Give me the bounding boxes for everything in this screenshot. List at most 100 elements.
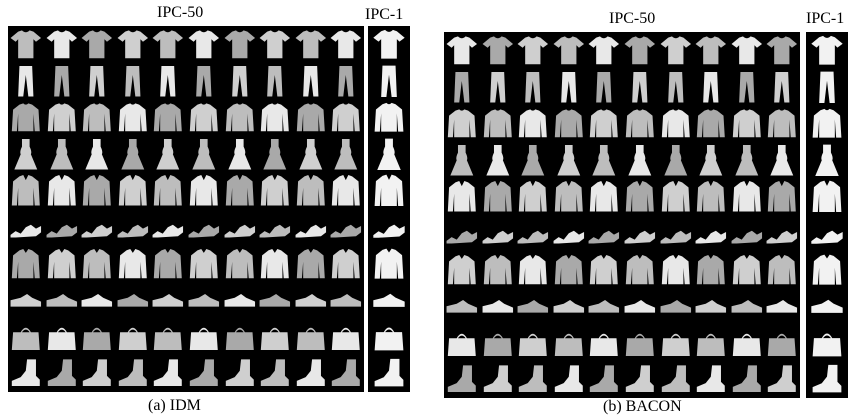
sandal-sample [806, 215, 848, 252]
trouser-sample [257, 63, 293, 100]
shirt-icon [189, 248, 218, 278]
pullover-icon [812, 109, 842, 138]
sandal-icon [188, 224, 220, 238]
pullover-icon [83, 103, 111, 132]
dress-icon [699, 144, 723, 176]
shirt-icon [296, 248, 325, 278]
pullover-icon [483, 109, 512, 138]
bag-icon [83, 327, 111, 350]
pullover-sample [515, 105, 551, 142]
bacon-column-title: IPC-1 [806, 10, 845, 27]
coat-icon [732, 181, 761, 212]
shirt-sample [368, 246, 410, 283]
shirt-icon [118, 248, 147, 278]
coat-sample [693, 178, 729, 215]
ankle-boot-sample [293, 355, 329, 392]
shirt-sample [693, 252, 729, 289]
shirt-sample [79, 246, 115, 283]
sneaker-sample [480, 288, 516, 325]
shirt-icon [554, 254, 583, 284]
trouser-sample [44, 63, 80, 100]
tshirt-icon [224, 30, 255, 59]
coat-icon [554, 181, 583, 212]
tshirt-icon [766, 36, 798, 65]
sandal-sample [622, 215, 658, 252]
coat-sample [658, 178, 694, 215]
bag-sample [693, 325, 729, 362]
dress-sample [115, 136, 151, 173]
tshirt-sample [150, 26, 186, 63]
tshirt-icon [517, 36, 549, 65]
pullover-sample [729, 105, 765, 142]
bag-sample [257, 319, 293, 356]
tshirt-sample [257, 26, 293, 63]
shirt-sample [515, 252, 551, 289]
trouser-icon [819, 71, 835, 103]
ankle-boot-sample [693, 361, 729, 398]
ankle-boot-icon [519, 365, 547, 393]
sandal-sample [586, 215, 622, 252]
tshirt-sample [293, 26, 329, 63]
dress-sample [806, 142, 848, 179]
tshirt-icon [553, 36, 584, 65]
ankle-boot-icon [374, 359, 404, 387]
trouser-sample [622, 69, 658, 106]
coat-icon [697, 181, 725, 212]
dress-sample [44, 136, 80, 173]
tshirt-icon [446, 36, 478, 65]
shirt-sample [293, 246, 329, 283]
shirt-icon [83, 248, 111, 278]
shirt-icon [11, 248, 40, 278]
bag-icon [768, 333, 797, 356]
ankle-boot-icon [483, 365, 512, 393]
tshirt-sample [658, 32, 694, 69]
tshirt-sample [764, 32, 800, 69]
sandal-icon [117, 224, 148, 238]
bag-icon [11, 327, 40, 350]
coat-icon [83, 175, 111, 206]
sneaker-icon [446, 300, 478, 313]
trouser-icon [231, 65, 248, 97]
trouser-sample [658, 69, 694, 106]
sneaker-icon [188, 294, 220, 307]
sandal-icon [695, 230, 727, 244]
pullover-icon [768, 109, 797, 138]
sandal-sample [186, 209, 222, 246]
pullover-sample [222, 99, 258, 136]
trouser-icon [738, 71, 755, 103]
sneaker-icon [117, 294, 148, 307]
sandal-sample [693, 215, 729, 252]
tshirt-icon [330, 30, 362, 59]
shirt-sample [622, 252, 658, 289]
sandal-sample [293, 209, 329, 246]
sneaker-icon [152, 294, 184, 307]
pullover-icon [47, 103, 76, 132]
bag-sample [222, 319, 258, 356]
shirt-icon [225, 248, 254, 278]
bag-sample [444, 325, 480, 362]
tshirt-sample [222, 26, 258, 63]
ankle-boot-icon [768, 365, 797, 393]
tshirt-icon [811, 35, 843, 65]
trouser-icon [381, 65, 397, 97]
dress-sample [551, 142, 587, 179]
tshirt-icon [373, 29, 405, 59]
sandal-sample [551, 215, 587, 252]
shirt-icon [590, 254, 619, 284]
sneaker-icon [10, 294, 42, 307]
trouser-icon [160, 65, 176, 97]
pullover-sample [293, 99, 329, 136]
trouser-icon [774, 71, 790, 103]
sneaker-icon [482, 300, 513, 313]
sandal-sample [368, 209, 410, 246]
dress-sample [622, 142, 658, 179]
trouser-sample [480, 69, 516, 106]
bacon-ipc1-column [806, 32, 848, 398]
ankle-boot-sample [328, 355, 364, 392]
bag-icon [296, 327, 325, 350]
ankle-boot-icon [261, 359, 289, 387]
pullover-sample [622, 105, 658, 142]
bag-icon [447, 333, 476, 356]
ankle-boot-icon [554, 365, 583, 393]
pullover-sample [444, 105, 480, 142]
